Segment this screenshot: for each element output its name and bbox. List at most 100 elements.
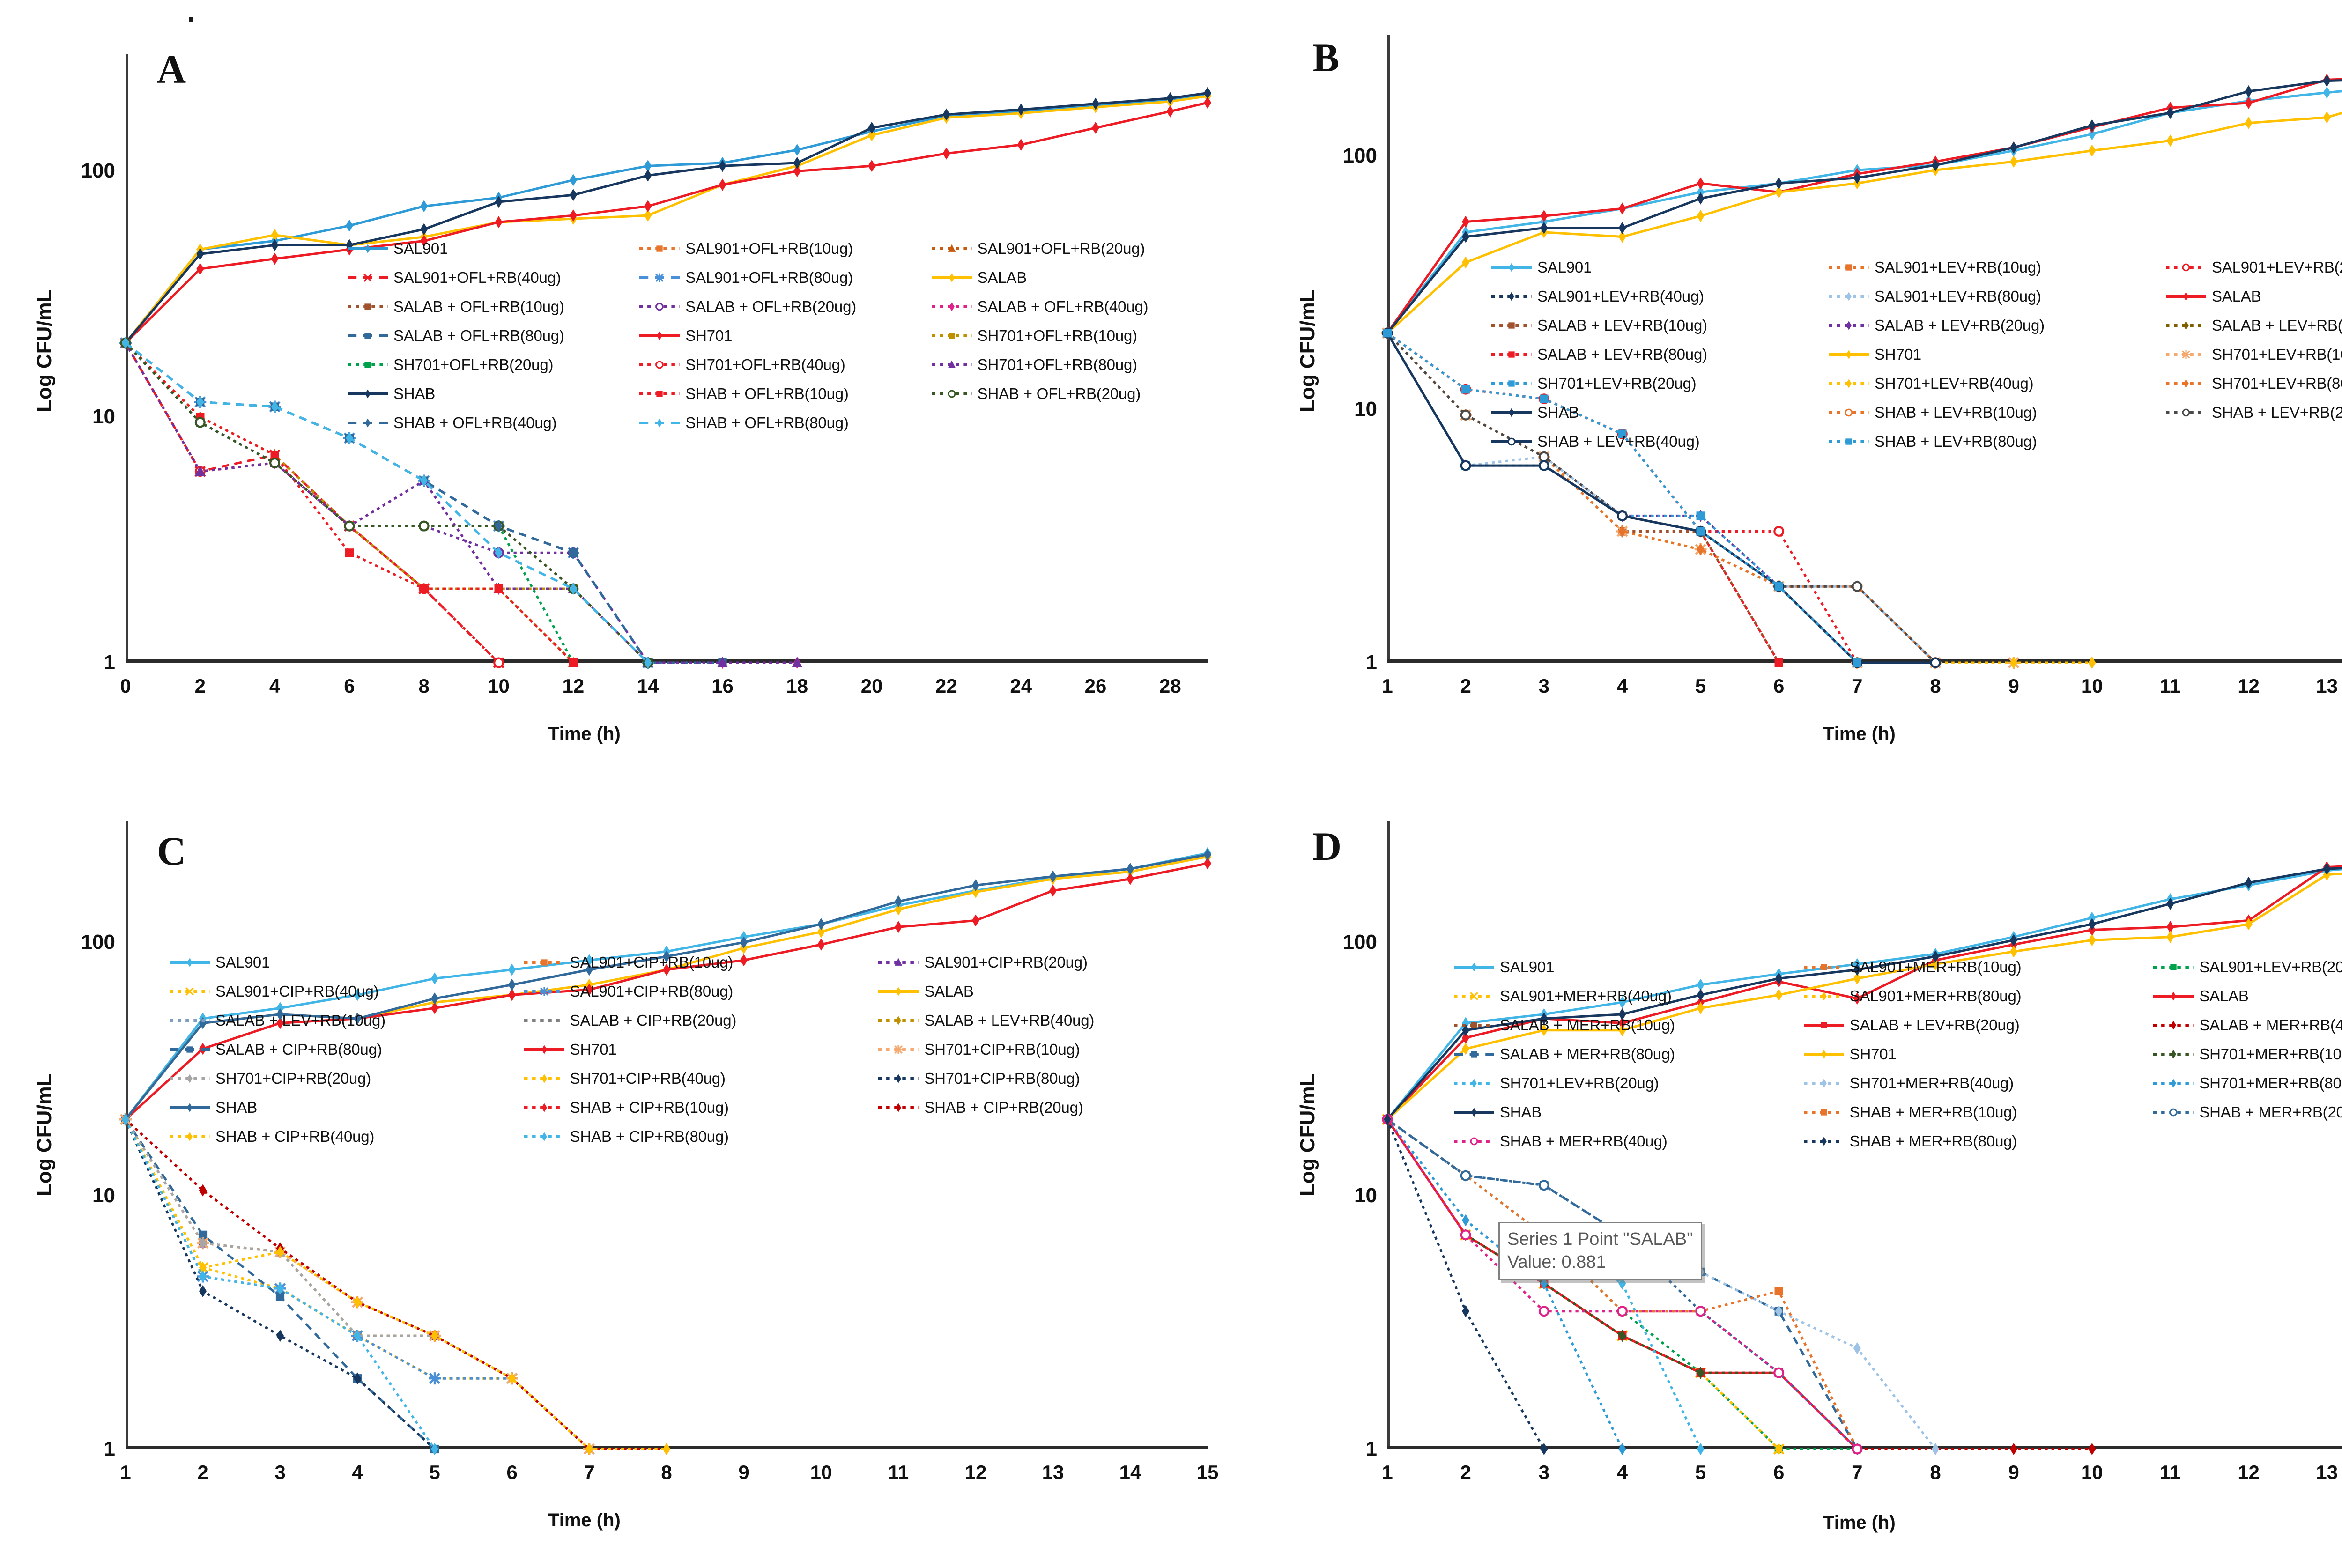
legend-item-label: SALAB + LEV+RB(20ug) (1849, 1016, 2020, 1034)
legend-item[interactable]: SAL901+LEV+RB(20ug) (2165, 253, 2342, 282)
legend-item[interactable]: SAL901+OFL+RB(20ug) (931, 234, 1218, 263)
legend-item-label: SH701+LEV+RB(10ug) (2212, 346, 2342, 363)
legend-item[interactable]: SALAB + MER+RB(10ug) (1453, 1011, 1798, 1040)
legend-item[interactable]: SH701+OFL+RB(80ug) (931, 350, 1218, 379)
legend-item[interactable]: SHAB + MER+RB(40ug) (1453, 1127, 1798, 1156)
legend-item[interactable]: SHAB + MER+RB(20ug) (2152, 1098, 2342, 1127)
legend-item[interactable]: SH701+LEV+RB(20ug) (1490, 369, 1823, 398)
legend-item[interactable]: SALAB + OFL+RB(80ug) (347, 321, 634, 350)
legend-item[interactable]: SHAB + CIP+RB(20ug) (877, 1093, 1227, 1122)
legend-item[interactable]: SH701+MER+RB(80ug) (2152, 1069, 2342, 1098)
legend-item[interactable]: SH701+OFL+RB(40ug) (638, 350, 926, 379)
legend-item[interactable]: SH701+CIP+RB(40ug) (523, 1064, 873, 1093)
legend-swatch-diamond-icon (523, 1102, 565, 1113)
legend-item[interactable]: SAL901+OFL+RB(10ug) (638, 234, 926, 263)
legend-item[interactable]: SHAB (1453, 1098, 1798, 1127)
legend-item[interactable]: SH701+LEV+RB(10ug) (2165, 340, 2342, 369)
legend-item[interactable]: SHAB + LEV+RB(80ug) (1828, 427, 2160, 456)
chart-point-tooltip: Series 1 Point "SALAB" Value: 0.881 (1498, 1222, 1702, 1281)
legend-item[interactable]: SALAB + LEV+RB(20ug) (1828, 311, 2160, 340)
legend-item[interactable]: SALAB + CIP+RB(20ug) (523, 1006, 873, 1035)
legend-item[interactable]: SHAB (1490, 398, 1823, 427)
legend-item[interactable]: SHAB (169, 1093, 519, 1122)
legend-item[interactable]: SAL901+CIP+RB(10ug) (523, 948, 873, 977)
legend-item[interactable]: SAL901+LEV+RB(40ug) (1490, 282, 1823, 311)
legend-item[interactable]: SALAB + LEV+RB(80ug) (1490, 340, 1823, 369)
legend-item[interactable]: SHAB (347, 379, 634, 408)
legend-item[interactable]: SHAB + OFL+RB(80ug) (638, 408, 926, 437)
legend-item[interactable]: SALAB + CIP+RB(80ug) (169, 1035, 519, 1064)
legend-item[interactable]: SALAB + OFL+RB(40ug) (931, 292, 1218, 321)
legend-item[interactable]: SHAB + OFL+RB(40ug) (347, 408, 634, 437)
legend-item-label: SALAB + LEV+RB(20ug) (1875, 317, 2045, 334)
legend-swatch-square-icon (523, 957, 565, 968)
legend-item[interactable]: SALAB + OFL+RB(10ug) (347, 292, 634, 321)
legend-item[interactable]: SALAB + MER+RB(40ug) (2152, 1011, 2342, 1040)
legend-item[interactable]: SAL901+CIP+RB(40ug) (169, 977, 519, 1006)
legend-item-label: SAL901+OFL+RB(20ug) (977, 240, 1145, 257)
legend-item[interactable]: SH701+LEV+RB(80ug) (2165, 369, 2342, 398)
legend-item[interactable]: SAL901+CIP+RB(20ug) (877, 948, 1227, 977)
legend-item[interactable]: SH701+LEV+RB(40ug) (1828, 369, 2160, 398)
legend-item[interactable]: SH701+OFL+RB(20ug) (347, 350, 634, 379)
legend-item[interactable]: SAL901+MER+RB(10ug) (1803, 953, 2148, 982)
legend-item[interactable]: SAL901 (1490, 253, 1823, 282)
legend-item[interactable]: SH701+MER+RB(40ug) (1803, 1069, 2148, 1098)
legend-c[interactable]: SAL901 SAL901+CIP+RB(10ug) SAL901+CIP+RB(2… (169, 948, 1227, 1151)
legend-item[interactable]: SHAB + CIP+RB(40ug) (169, 1122, 519, 1151)
legend-item[interactable]: SHAB + MER+RB(10ug) (1803, 1098, 2148, 1127)
y-axis-line-a (126, 54, 128, 663)
x-tick-label: 7 (1852, 1461, 1863, 1483)
legend-item[interactable]: SALAB (877, 977, 1227, 1006)
legend-item[interactable]: SAL901+MER+RB(40ug) (1453, 982, 1798, 1011)
legend-item[interactable]: SHAB + LEV+RB(20ug) (2165, 398, 2342, 427)
legend-item[interactable]: SALAB + LEV+RB(10ug) (169, 1006, 519, 1035)
legend-item[interactable]: SALAB + LEV+RB(10ug) (1490, 311, 1823, 340)
legend-item[interactable]: SALAB + OFL+RB(20ug) (638, 292, 926, 321)
legend-item[interactable]: SH701 (1803, 1040, 2148, 1069)
legend-item[interactable]: SH701+CIP+RB(20ug) (169, 1064, 519, 1093)
legend-item[interactable]: SH701 (638, 321, 926, 350)
legend-item[interactable]: SAL901+CIP+RB(80ug) (523, 977, 873, 1006)
legend-swatch-square-icon (1453, 1049, 1495, 1060)
legend-item[interactable]: SH701+LEV+RB(20ug) (1453, 1069, 1798, 1098)
legend-item[interactable]: SH701+OFL+RB(10ug) (931, 321, 1218, 350)
legend-item[interactable]: SHAB + LEV+RB(10ug) (1828, 398, 2160, 427)
legend-item[interactable]: SALAB (2165, 282, 2342, 311)
legend-item[interactable]: SAL901+LEV+RB(10ug) (1828, 253, 2160, 282)
y-tick-label: 100 (81, 931, 115, 954)
legend-item[interactable]: SHAB + CIP+RB(10ug) (523, 1093, 873, 1122)
legend-item[interactable]: SAL901+LEV+RB(20ug) (2152, 953, 2342, 982)
x-tick-label: 15 (1196, 1461, 1219, 1483)
legend-item[interactable]: SAL901 (169, 948, 519, 977)
legend-item[interactable]: SALAB + LEV+RB(20ug) (1803, 1011, 2148, 1040)
legend-item[interactable]: SH701+CIP+RB(80ug) (877, 1064, 1227, 1093)
legend-item[interactable]: SAL901+MER+RB(80ug) (1803, 982, 2148, 1011)
legend-item[interactable]: SAL901+LEV+RB(80ug) (1828, 282, 2160, 311)
legend-a[interactable]: SAL901 SAL901+OFL+RB(10ug) SAL901+OFL+RB(2… (347, 234, 1218, 437)
legend-item[interactable]: SH701 (1828, 340, 2160, 369)
legend-swatch-square-icon (638, 388, 681, 399)
x-tick-label: 3 (1538, 1461, 1549, 1483)
legend-item[interactable]: SHAB + LEV+RB(40ug) (1490, 427, 1823, 456)
legend-item[interactable]: SHAB + CIP+RB(80ug) (523, 1122, 873, 1151)
legend-item-label: SALAB + OFL+RB(20ug) (685, 298, 857, 315)
legend-item[interactable]: SALAB + LEV+RB(40ug) (877, 1006, 1227, 1035)
legend-item[interactable]: SALAB + MER+RB(80ug) (1453, 1040, 1798, 1069)
legend-item[interactable]: SH701+CIP+RB(10ug) (877, 1035, 1227, 1064)
legend-item[interactable]: SH701 (523, 1035, 873, 1064)
x-axis-label-b: Time (h) (1823, 724, 1896, 744)
legend-item[interactable]: SAL901 (347, 234, 634, 263)
legend-item[interactable]: SH701+MER+RB(10ug) (2152, 1040, 2342, 1069)
legend-item[interactable]: SALAB (2152, 982, 2342, 1011)
legend-d[interactable]: SAL901 SAL901+MER+RB(10ug) SAL901+LEV+RB(2… (1453, 953, 2342, 1156)
legend-item[interactable]: SHAB + OFL+RB(20ug) (931, 379, 1218, 408)
legend-item[interactable]: SALAB (931, 263, 1218, 292)
legend-item[interactable]: SHAB + OFL+RB(10ug) (638, 379, 926, 408)
legend-item[interactable]: SHAB + MER+RB(80ug) (1803, 1127, 2148, 1156)
legend-item[interactable]: SALAB + LEV+RB(40ug) (2165, 311, 2342, 340)
legend-item[interactable]: SAL901+OFL+RB(40ug) (347, 263, 634, 292)
legend-b[interactable]: SAL901 SAL901+LEV+RB(10ug) SAL901+LEV+RB(2… (1490, 253, 2342, 456)
legend-item[interactable]: SAL901 (1453, 953, 1798, 982)
legend-item[interactable]: SAL901+OFL+RB(80ug) (638, 263, 926, 292)
